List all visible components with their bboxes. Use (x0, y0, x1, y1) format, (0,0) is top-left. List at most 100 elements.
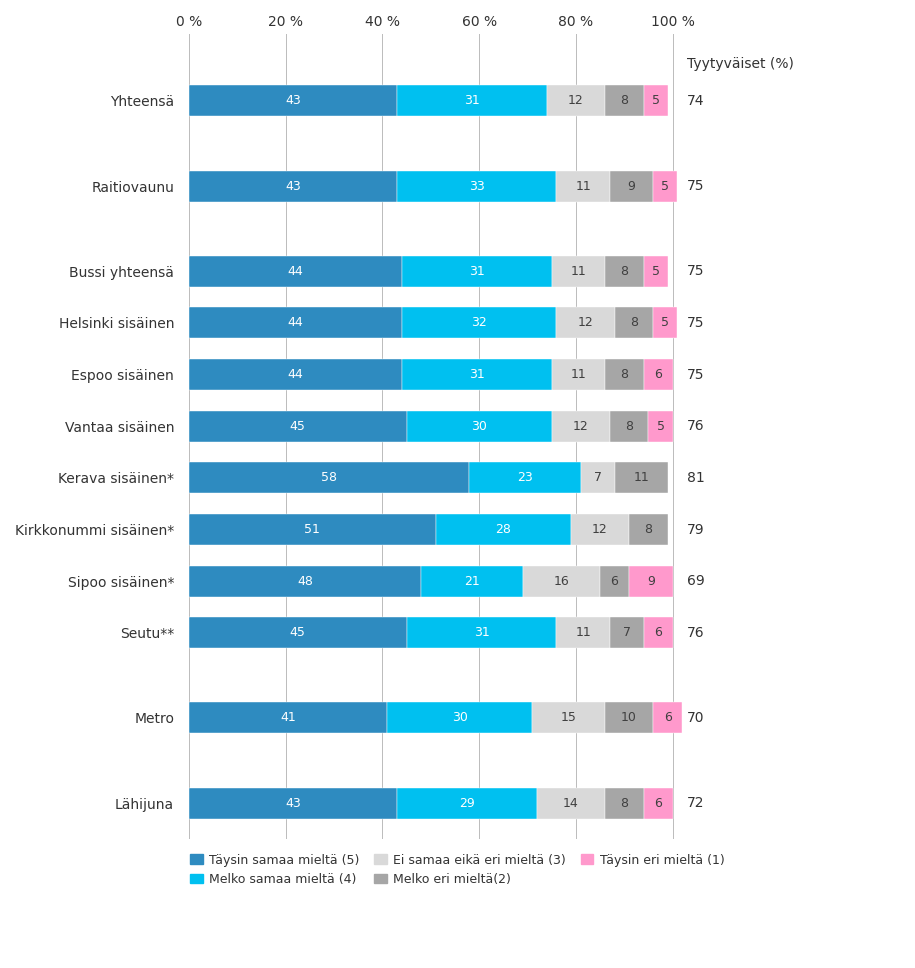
Bar (556, 618, 609, 649)
Text: 11: 11 (633, 471, 649, 484)
Bar (188, 565, 421, 596)
Text: 8: 8 (620, 95, 629, 107)
Bar (188, 703, 387, 734)
Text: 72: 72 (687, 796, 705, 810)
Text: 8: 8 (620, 368, 629, 381)
Bar (571, 514, 629, 545)
Bar (653, 308, 677, 339)
Text: 43: 43 (285, 95, 301, 107)
Text: 6: 6 (610, 575, 619, 588)
Bar (522, 565, 600, 596)
Text: 23: 23 (517, 471, 533, 484)
Bar (629, 565, 673, 596)
Bar (552, 256, 605, 287)
Bar (533, 703, 605, 734)
Text: 11: 11 (576, 626, 591, 639)
Text: 9: 9 (628, 180, 635, 193)
Bar (605, 359, 643, 390)
Bar (188, 463, 469, 494)
Bar (402, 308, 556, 339)
Text: 30: 30 (452, 711, 468, 724)
Text: 75: 75 (687, 316, 705, 330)
Bar (397, 85, 547, 116)
Text: 44: 44 (287, 317, 303, 329)
Bar (406, 410, 552, 441)
Text: 11: 11 (570, 265, 587, 278)
Bar (402, 256, 552, 287)
Bar (188, 308, 402, 339)
Text: 45: 45 (290, 420, 306, 433)
Text: 58: 58 (321, 471, 337, 484)
Bar (581, 463, 615, 494)
Text: 9: 9 (647, 575, 655, 588)
Bar (649, 410, 673, 441)
Text: 28: 28 (495, 523, 511, 536)
Text: 32: 32 (471, 317, 487, 329)
Text: 10: 10 (621, 711, 637, 724)
Bar (188, 618, 406, 649)
Text: 43: 43 (285, 797, 301, 809)
Bar (188, 410, 406, 441)
Bar (421, 565, 522, 596)
Text: 76: 76 (687, 419, 705, 434)
Bar (397, 170, 556, 201)
Bar (547, 85, 605, 116)
Text: 6: 6 (663, 711, 672, 724)
Text: 15: 15 (561, 711, 576, 724)
Text: 31: 31 (474, 626, 490, 639)
Bar (188, 85, 397, 116)
Bar (188, 256, 402, 287)
Text: 5: 5 (651, 265, 660, 278)
Bar (436, 514, 571, 545)
Text: 44: 44 (287, 368, 303, 381)
Text: 12: 12 (568, 95, 584, 107)
Text: 6: 6 (654, 368, 662, 381)
Bar (402, 359, 552, 390)
Bar (397, 788, 537, 819)
Bar (188, 788, 397, 819)
Text: 5: 5 (656, 420, 664, 433)
Text: Tyytyväiset (%): Tyytyväiset (%) (687, 57, 794, 71)
Text: 41: 41 (280, 711, 296, 724)
Text: 33: 33 (468, 180, 485, 193)
Text: 12: 12 (592, 523, 608, 536)
Text: 75: 75 (687, 179, 705, 194)
Text: 76: 76 (687, 625, 705, 640)
Bar (643, 85, 668, 116)
Bar (537, 788, 605, 819)
Text: 43: 43 (285, 180, 301, 193)
Bar (609, 618, 643, 649)
Text: 6: 6 (654, 626, 662, 639)
Bar (605, 256, 643, 287)
Text: 44: 44 (287, 265, 303, 278)
Text: 14: 14 (563, 797, 579, 809)
Text: 81: 81 (687, 470, 705, 485)
Text: 29: 29 (459, 797, 475, 809)
Bar (609, 170, 653, 201)
Bar (605, 788, 643, 819)
Text: 79: 79 (687, 523, 705, 536)
Bar (188, 170, 397, 201)
Bar (609, 410, 649, 441)
Bar (600, 565, 629, 596)
Text: 45: 45 (290, 626, 306, 639)
Bar (643, 618, 673, 649)
Bar (387, 703, 533, 734)
Text: 8: 8 (644, 523, 652, 536)
Text: 5: 5 (662, 180, 670, 193)
Bar (615, 463, 668, 494)
Legend: Täysin samaa mieltä (5), Melko samaa mieltä (4), Ei samaa eikä eri mieltä (3), M: Täysin samaa mieltä (5), Melko samaa mie… (190, 854, 725, 886)
Text: 8: 8 (620, 265, 629, 278)
Text: 69: 69 (687, 574, 705, 589)
Bar (653, 170, 677, 201)
Bar (653, 703, 683, 734)
Text: 31: 31 (468, 368, 485, 381)
Text: 8: 8 (630, 317, 638, 329)
Text: 75: 75 (687, 264, 705, 279)
Bar (643, 788, 673, 819)
Bar (469, 463, 581, 494)
Bar (556, 170, 609, 201)
Bar (556, 308, 615, 339)
Text: 6: 6 (654, 797, 662, 809)
Text: 11: 11 (576, 180, 591, 193)
